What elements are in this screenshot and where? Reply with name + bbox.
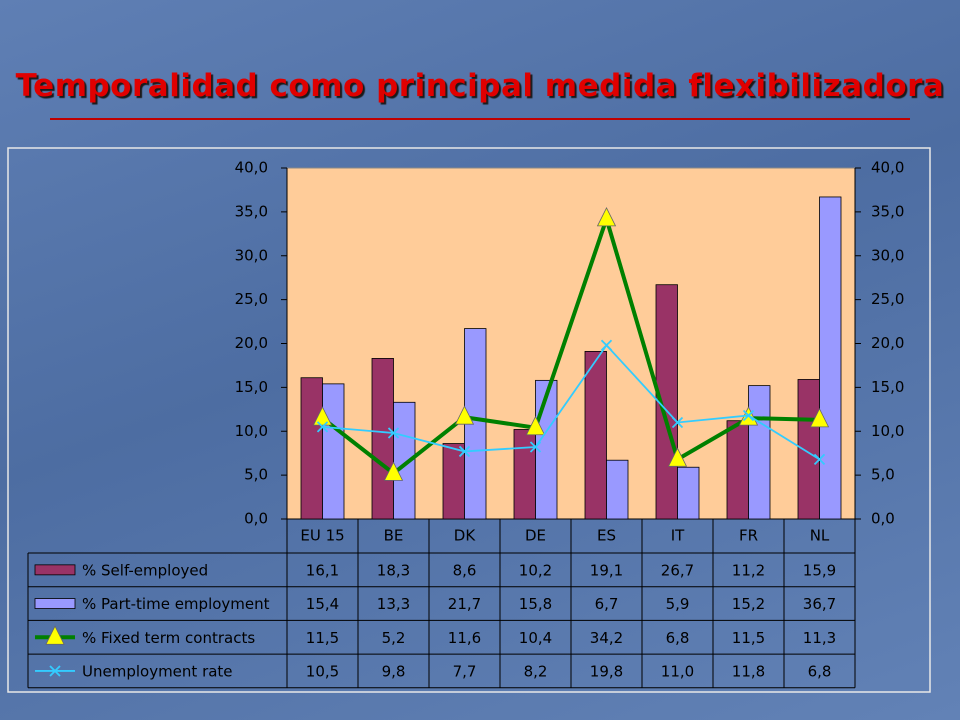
marker bbox=[312, 406, 333, 426]
bar bbox=[393, 401, 416, 520]
bar bbox=[748, 385, 771, 520]
chart-frame bbox=[7, 147, 931, 693]
x-tick-label: BE bbox=[384, 527, 404, 545]
bar bbox=[584, 350, 607, 520]
y2-tick-label: 15,0 bbox=[871, 378, 904, 396]
table-value: 36,7 bbox=[803, 595, 836, 613]
table-value: 8,6 bbox=[453, 561, 477, 579]
table-value: 11,3 bbox=[803, 629, 836, 647]
table-value: 26,7 bbox=[661, 561, 694, 579]
table-value: 10,2 bbox=[519, 561, 552, 579]
table-value: 11,8 bbox=[732, 662, 765, 680]
marker bbox=[458, 445, 471, 458]
table-value: 9,8 bbox=[382, 662, 406, 680]
marker bbox=[525, 415, 546, 436]
marker bbox=[383, 461, 404, 481]
bar bbox=[726, 420, 749, 520]
bar bbox=[677, 466, 700, 520]
table-value: 11,5 bbox=[306, 629, 339, 647]
y2-tick-label: 5,0 bbox=[871, 466, 895, 484]
table-value: 10,5 bbox=[306, 662, 339, 680]
y2-tick-label: 20,0 bbox=[871, 334, 904, 352]
table-value: 15,9 bbox=[803, 561, 836, 579]
table-value: 19,8 bbox=[590, 662, 623, 680]
y2-tick-label: 30,0 bbox=[871, 246, 904, 264]
y2-tick-label: 40,0 bbox=[871, 159, 904, 177]
table-value: 6,8 bbox=[808, 662, 832, 680]
table-value: 11,0 bbox=[661, 662, 694, 680]
table-value: 6,7 bbox=[595, 595, 619, 613]
legend-label: % Part-time employment bbox=[82, 595, 270, 613]
x-tick-label: EU 15 bbox=[300, 527, 344, 545]
legend-label: % Self-employed bbox=[82, 561, 208, 579]
line bbox=[321, 212, 820, 476]
table-value: 11,2 bbox=[732, 561, 765, 579]
table-value: 13,3 bbox=[377, 595, 410, 613]
table-value: 16,1 bbox=[306, 561, 339, 579]
table-value: 5,2 bbox=[382, 629, 406, 647]
x-tick-label: FR bbox=[739, 527, 758, 545]
table-value: 8,2 bbox=[524, 662, 548, 680]
y-tick-label: 0,0 bbox=[244, 510, 268, 528]
bar bbox=[819, 196, 842, 520]
x-tick-label: DE bbox=[525, 527, 546, 545]
table-value: 15,4 bbox=[306, 595, 339, 613]
table-value: 10,4 bbox=[519, 629, 552, 647]
y-tick-label: 35,0 bbox=[235, 202, 268, 220]
legend-marker bbox=[45, 625, 65, 645]
y-tick-label: 10,0 bbox=[235, 422, 268, 440]
marker bbox=[316, 421, 329, 433]
table-value: 19,1 bbox=[590, 561, 623, 579]
table-value: 18,3 bbox=[377, 561, 410, 579]
title-rule bbox=[50, 118, 910, 120]
table-value: 5,9 bbox=[666, 595, 690, 613]
marker bbox=[813, 453, 826, 465]
marker bbox=[596, 207, 617, 227]
legend-label: Unemployment rate bbox=[82, 662, 233, 680]
y-tick-label: 25,0 bbox=[235, 290, 268, 308]
y-tick-label: 30,0 bbox=[235, 246, 268, 264]
y-tick-label: 20,0 bbox=[235, 334, 268, 352]
y-tick-label: 40,0 bbox=[235, 159, 268, 177]
x-tick-label: NL bbox=[810, 527, 830, 545]
marker bbox=[600, 339, 613, 351]
legend-swatch bbox=[34, 564, 76, 576]
marker bbox=[809, 407, 830, 428]
table-value: 11,5 bbox=[732, 629, 765, 647]
x-tick-label: IT bbox=[671, 527, 685, 545]
bar bbox=[322, 383, 345, 520]
line bbox=[322, 343, 820, 461]
table-value: 21,7 bbox=[448, 595, 481, 613]
bar bbox=[300, 377, 323, 520]
y2-tick-label: 0,0 bbox=[871, 510, 895, 528]
legend-marker bbox=[49, 665, 61, 677]
marker bbox=[529, 441, 542, 453]
marker bbox=[667, 447, 688, 467]
marker bbox=[387, 427, 400, 439]
table-value: 15,8 bbox=[519, 595, 552, 613]
table-value: 6,8 bbox=[666, 629, 690, 647]
y2-tick-label: 10,0 bbox=[871, 422, 904, 440]
x-tick-label: ES bbox=[597, 527, 616, 545]
x-tick-label: DK bbox=[454, 527, 477, 545]
bar bbox=[606, 459, 629, 520]
marker bbox=[454, 405, 475, 425]
y-tick-label: 15,0 bbox=[235, 378, 268, 396]
table-value: 34,2 bbox=[590, 629, 623, 647]
slide-title: Temporalidad como principal medida flexi… bbox=[15, 68, 945, 104]
legend-label: % Fixed term contracts bbox=[82, 629, 255, 647]
marker bbox=[742, 409, 755, 422]
bar bbox=[797, 379, 820, 520]
y-tick-label: 5,0 bbox=[244, 466, 268, 484]
bar bbox=[371, 358, 394, 520]
legend-swatch bbox=[34, 598, 76, 609]
table-value: 15,2 bbox=[732, 595, 765, 613]
table-value: 7,7 bbox=[453, 662, 477, 680]
y2-tick-label: 35,0 bbox=[871, 202, 904, 220]
marker bbox=[671, 416, 684, 429]
table-value: 11,6 bbox=[448, 629, 481, 647]
y2-tick-label: 25,0 bbox=[871, 290, 904, 308]
